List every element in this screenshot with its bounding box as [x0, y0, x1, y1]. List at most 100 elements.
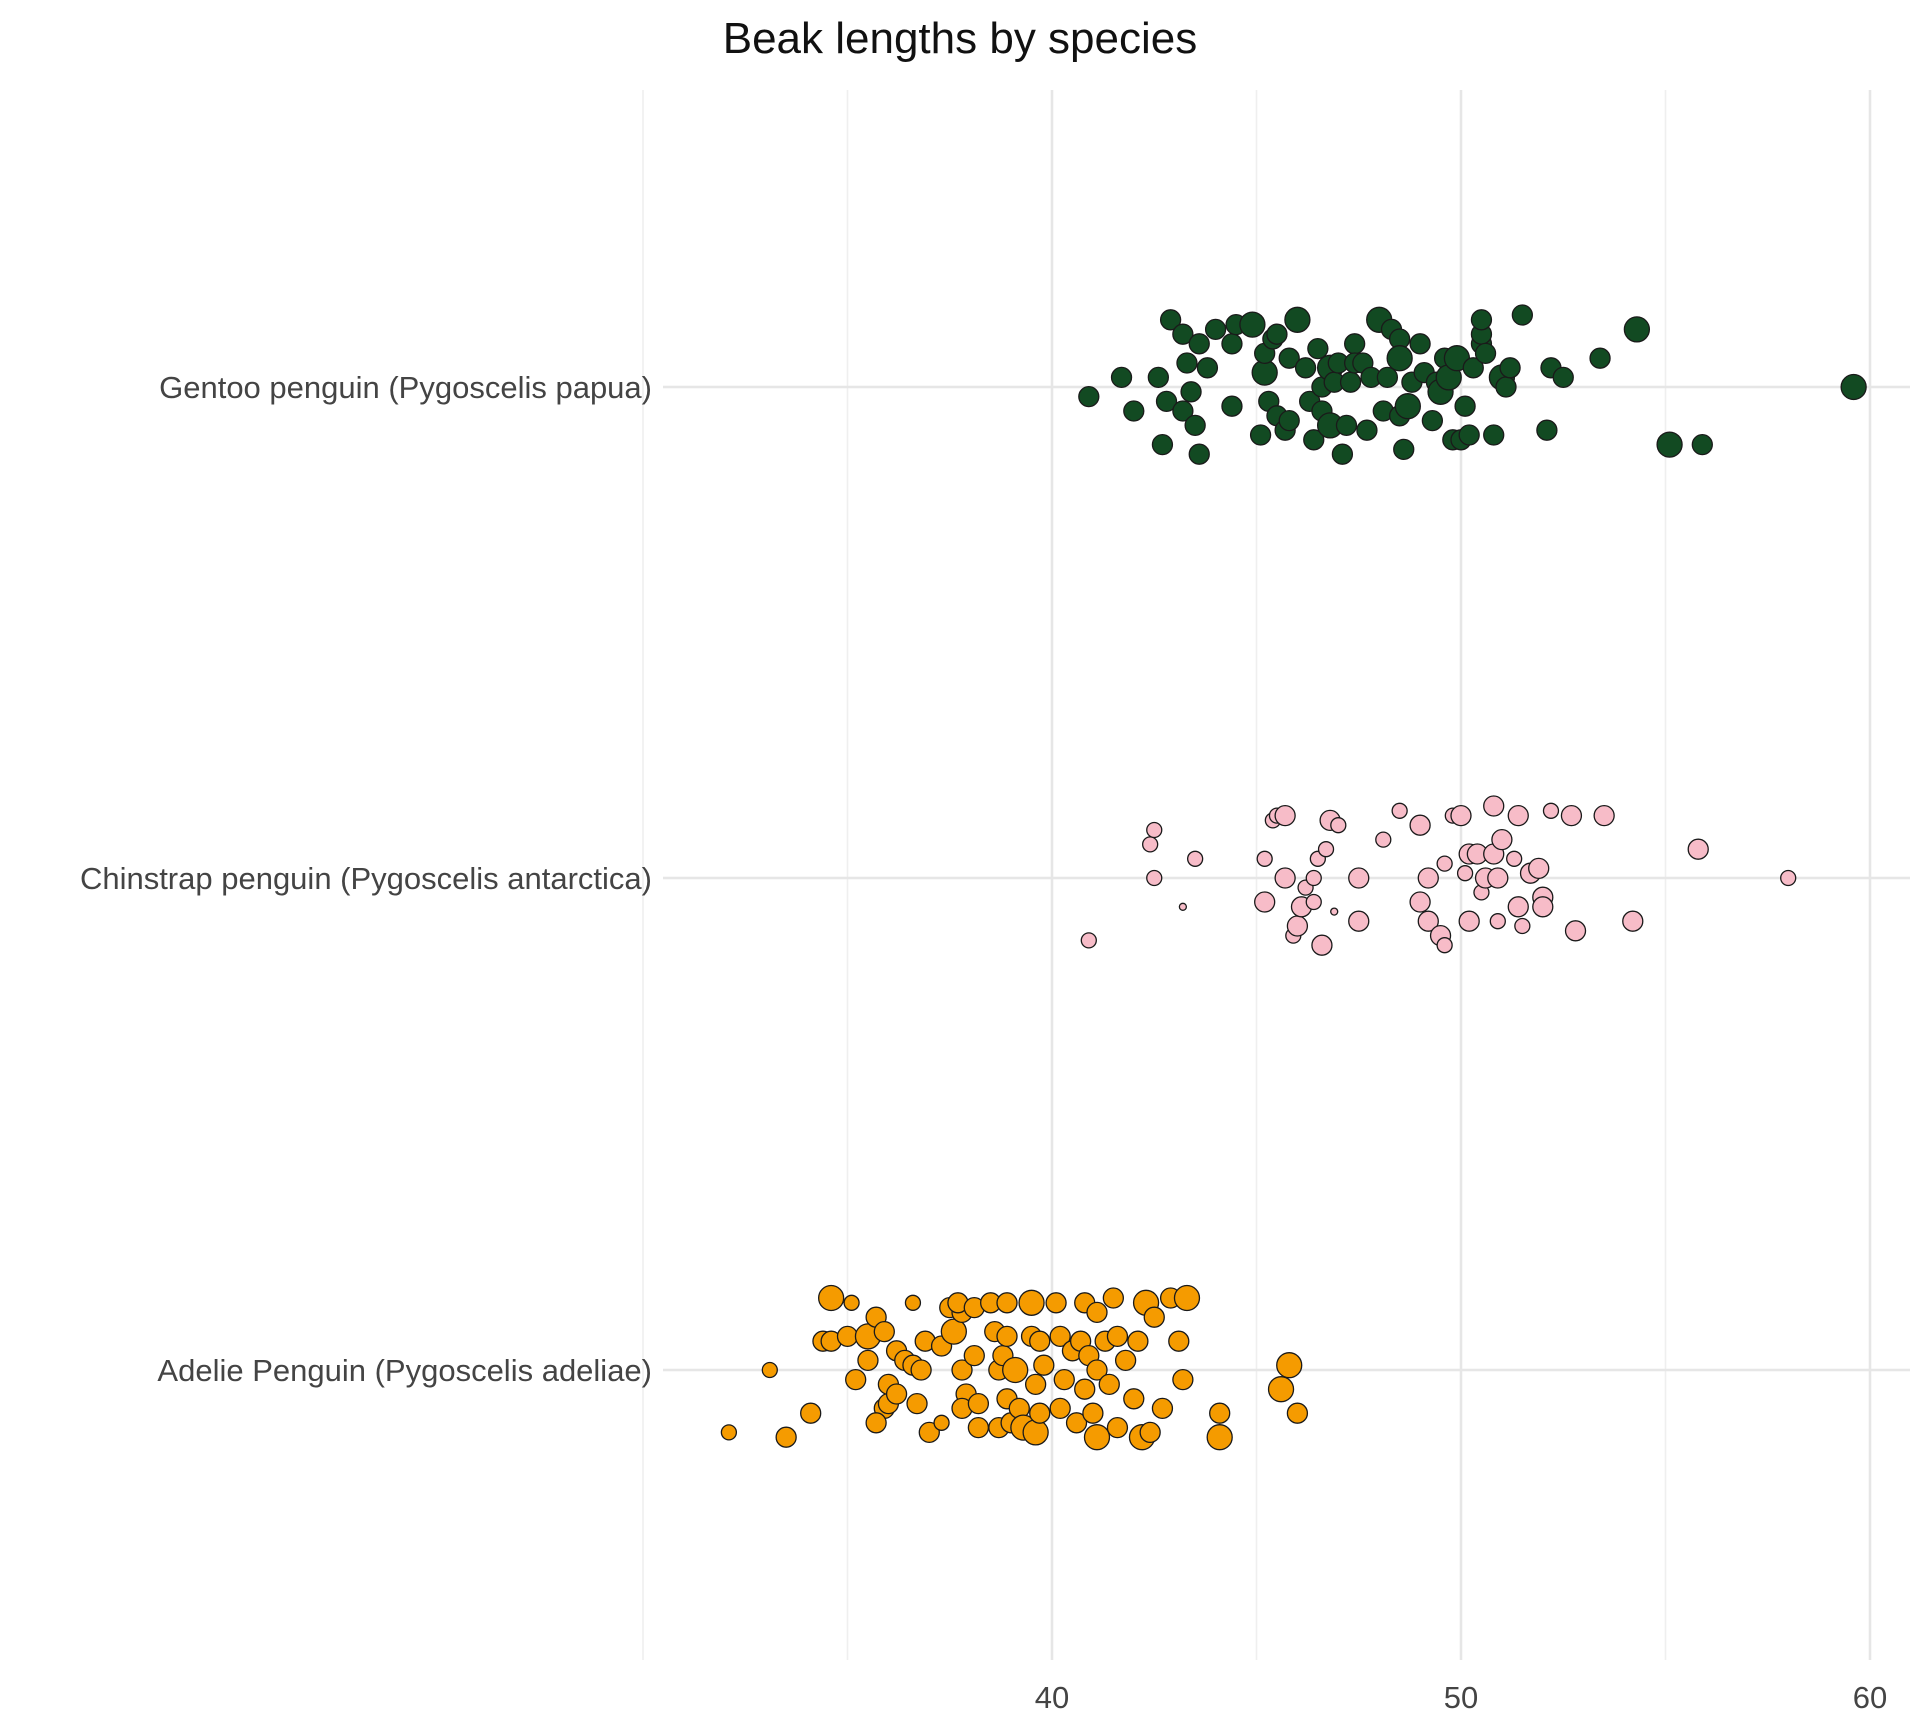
- data-point: [1393, 438, 1415, 461]
- data-point: [857, 1349, 879, 1372]
- data-point: [1024, 1373, 1047, 1396]
- data-point: [1168, 1330, 1190, 1352]
- data-point: [1840, 373, 1867, 401]
- data-point: [967, 1392, 990, 1415]
- data-point: [904, 1294, 922, 1311]
- data-point: [720, 1424, 738, 1441]
- data-point: [1127, 1330, 1149, 1352]
- data-point: [1083, 1424, 1111, 1451]
- data-point: [1188, 443, 1210, 465]
- data-point: [1123, 1388, 1145, 1410]
- data-point: [1065, 1412, 1088, 1434]
- x-tick-label: 50: [1444, 1680, 1478, 1715]
- data-point: [1458, 910, 1480, 932]
- data-point: [1436, 937, 1453, 954]
- data-point: [1159, 309, 1182, 331]
- data-point: [1623, 316, 1651, 343]
- data-point: [1172, 400, 1194, 422]
- data-point: [1552, 366, 1574, 389]
- data-point: [1780, 869, 1797, 887]
- data-point: [1491, 828, 1513, 851]
- data-point: [800, 1402, 822, 1424]
- data-point: [1173, 1284, 1201, 1312]
- data-point: [1348, 910, 1370, 932]
- data-point: [1317, 841, 1335, 858]
- data-point: [1276, 1352, 1303, 1379]
- data-point: [1436, 855, 1453, 872]
- data-point: [1209, 1402, 1231, 1424]
- data-point: [1266, 323, 1288, 345]
- data-point: [1489, 913, 1506, 930]
- data-point: [1483, 424, 1505, 446]
- data-point: [1184, 414, 1206, 437]
- data-point: [1691, 433, 1713, 456]
- data-point: [963, 1344, 985, 1367]
- data-point: [1487, 867, 1509, 889]
- data-point: [1106, 1325, 1129, 1348]
- data-point: [1483, 795, 1505, 817]
- data-point: [1110, 366, 1133, 389]
- data-point: [1204, 318, 1227, 341]
- data-point: [1187, 850, 1204, 867]
- data-point: [1022, 1419, 1049, 1446]
- data-point: [1339, 371, 1362, 393]
- data-point: [1278, 347, 1300, 369]
- data-point: [1249, 424, 1272, 446]
- data-point: [1409, 333, 1431, 355]
- data-point: [873, 1320, 895, 1343]
- chart-title: Beak lengths by species: [722, 14, 1198, 63]
- data-point: [1267, 1376, 1295, 1403]
- data-point: [1178, 902, 1188, 911]
- data-point: [1417, 867, 1439, 889]
- data-point: [1114, 1349, 1137, 1372]
- data-point: [1033, 1354, 1055, 1376]
- data-point: [1589, 347, 1611, 369]
- data-point: [885, 1383, 908, 1405]
- data-point: [1286, 915, 1309, 937]
- data-point: [1082, 1402, 1104, 1424]
- data-point: [1029, 1330, 1051, 1352]
- data-point: [1470, 309, 1493, 331]
- data-point: [1206, 1424, 1233, 1451]
- data-point: [1542, 802, 1560, 819]
- category-label: Adelie Penguin (Pygoscelis adeliae): [157, 1353, 652, 1388]
- data-point: [1256, 850, 1273, 867]
- data-point: [1180, 381, 1202, 403]
- data-point: [1074, 1378, 1096, 1400]
- data-point: [967, 1416, 990, 1439]
- data-point: [1356, 419, 1378, 441]
- data-point: [1142, 836, 1159, 853]
- data-point: [1049, 1397, 1071, 1420]
- data-point: [1532, 896, 1554, 918]
- data-point: [1151, 433, 1174, 456]
- data-point: [1335, 414, 1358, 437]
- data-point: [817, 1284, 845, 1312]
- data-point: [996, 1292, 1018, 1314]
- data-point: [1155, 390, 1178, 413]
- data-point: [1560, 804, 1583, 827]
- data-point: [761, 1361, 778, 1379]
- data-point: [1139, 1421, 1161, 1444]
- data-point: [1506, 850, 1523, 867]
- data-point: [1086, 1301, 1108, 1324]
- data-point: [1239, 311, 1266, 338]
- data-point: [1656, 431, 1683, 458]
- data-point: [1147, 366, 1169, 389]
- data-point: [1330, 907, 1339, 916]
- data-point: [1305, 869, 1322, 887]
- data-point: [1391, 802, 1408, 819]
- data-point: [1196, 357, 1219, 379]
- category-label-layer: Adelie Penguin (Pygoscelis adeliae) Chins…: [80, 370, 652, 1388]
- data-point: [1151, 1397, 1174, 1420]
- data-point: [1305, 893, 1322, 911]
- data-point: [1053, 1368, 1075, 1391]
- data-point: [1456, 865, 1474, 882]
- data-point: [1278, 409, 1300, 432]
- data-point: [1511, 304, 1533, 326]
- data-point: [1421, 409, 1444, 432]
- data-point: [1376, 366, 1399, 389]
- data-point: [1078, 385, 1100, 408]
- data-point: [1331, 443, 1354, 465]
- data-point: [996, 1325, 1018, 1348]
